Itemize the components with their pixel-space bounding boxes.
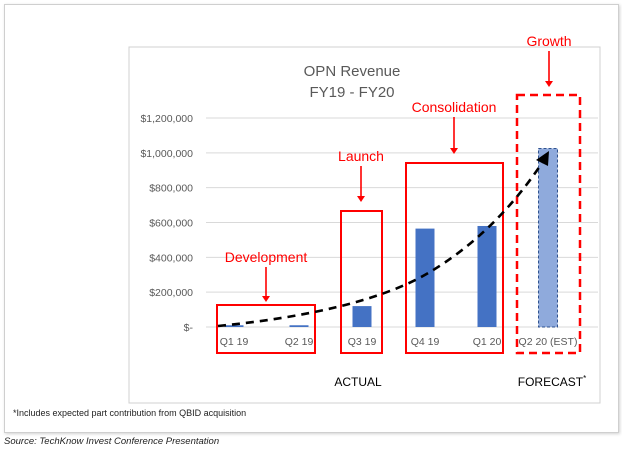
annotation-label: Launch bbox=[338, 148, 384, 164]
annotation-box bbox=[340, 210, 383, 354]
annotation-box bbox=[405, 162, 504, 354]
y-tick-label: $1,200,000 bbox=[140, 113, 193, 125]
y-axis-ticks: $- $200,000 $400,000 $600,000 $800,000 $1,000… bbox=[140, 113, 193, 334]
bar bbox=[415, 228, 435, 327]
y-tick-label: $600,000 bbox=[149, 218, 193, 230]
gridlines bbox=[206, 117, 598, 328]
annotation-label: Development bbox=[225, 249, 308, 265]
bar bbox=[289, 325, 309, 327]
x-tick-label: Q1 19 bbox=[220, 336, 249, 348]
trend-arrowhead bbox=[536, 151, 549, 166]
annotation-arrowhead bbox=[545, 81, 553, 87]
x-tick-label: Q2 20 (EST) bbox=[519, 336, 578, 348]
annotation-boxes: Development Launch Consolidation Growth bbox=[216, 33, 582, 355]
source-note: Source: TechKnow Invest Conference Prese… bbox=[4, 436, 220, 447]
actual-label: ACTUAL bbox=[334, 375, 382, 389]
chart-title: OPN Revenue bbox=[304, 63, 401, 80]
trend-curve bbox=[217, 159, 546, 328]
annotation-arrowhead bbox=[357, 196, 365, 202]
annotation-box bbox=[216, 304, 316, 354]
annotation-arrowhead bbox=[450, 148, 458, 154]
y-tick-label: $400,000 bbox=[149, 252, 193, 264]
forecast-label-sup: * bbox=[583, 374, 586, 383]
y-tick-label: $- bbox=[184, 322, 194, 334]
bar bbox=[477, 225, 497, 327]
x-tick-label: Q1 20 bbox=[473, 336, 502, 348]
y-tick-label: $800,000 bbox=[149, 183, 193, 195]
footnote: *Includes expected part contribution fro… bbox=[13, 408, 247, 418]
plot-area-border bbox=[128, 46, 601, 404]
bar bbox=[224, 325, 244, 327]
y-tick-label: $1,000,000 bbox=[140, 148, 193, 160]
annotation-label: Growth bbox=[526, 33, 571, 49]
annotation-arrowhead bbox=[262, 296, 270, 302]
x-tick-label: Q2 19 bbox=[285, 336, 314, 348]
forecast-label: FORECAST* bbox=[518, 374, 586, 389]
bars bbox=[224, 147, 558, 328]
x-axis-labels: Q1 19 Q2 19 Q3 19 Q4 19 Q1 20 Q2 20 (EST) bbox=[220, 336, 578, 348]
y-tick-label: $200,000 bbox=[149, 287, 193, 299]
forecast-label-text: FORECAST bbox=[518, 375, 584, 389]
chart-subtitle: FY19 - FY20 bbox=[309, 84, 394, 101]
annotation-box bbox=[515, 93, 582, 355]
forecast-bar bbox=[538, 147, 558, 328]
bar bbox=[352, 306, 372, 327]
x-tick-label: Q4 19 bbox=[411, 336, 440, 348]
x-tick-label: Q3 19 bbox=[348, 336, 377, 348]
annotation-label: Consolidation bbox=[412, 99, 497, 115]
